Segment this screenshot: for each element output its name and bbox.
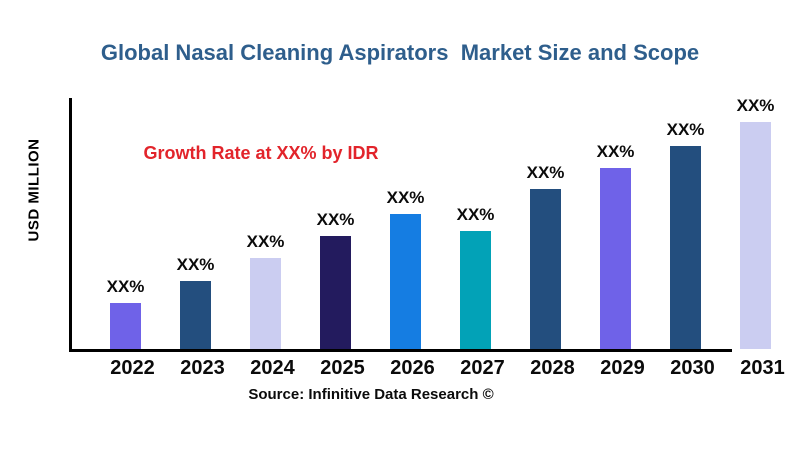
bar [390, 214, 421, 349]
x-tick-label: 2029 [600, 357, 645, 379]
x-tick-label: 2031 [740, 357, 785, 379]
bar [530, 189, 561, 349]
bar-value-label: XX% [666, 120, 705, 139]
bar-group: XX% 2031 [737, 96, 785, 379]
bar-group: XX% 2025 [317, 210, 365, 379]
bar [600, 168, 631, 349]
bar-value-label: XX% [386, 188, 425, 207]
x-tick-label: 2026 [390, 357, 435, 379]
bar-group: XX% 2030 [667, 120, 715, 379]
bar-group: XX% 2028 [527, 163, 575, 379]
y-axis-label: USD MILLION [25, 138, 43, 242]
bar-group: XX% 2024 [247, 232, 295, 379]
x-axis-line [69, 349, 732, 352]
bar [110, 303, 141, 349]
bar-group: XX% 2027 [457, 205, 505, 379]
x-tick-label: 2027 [460, 357, 505, 379]
x-tick-label: 2022 [110, 357, 155, 379]
bar-value-label: XX% [246, 232, 285, 251]
bar-value-label: XX% [526, 163, 565, 182]
bar [740, 122, 771, 349]
bar-group: XX% 2029 [597, 142, 645, 379]
bar-value-label: XX% [106, 277, 145, 296]
bar-value-label: XX% [456, 205, 495, 224]
x-tick-label: 2025 [320, 357, 365, 379]
bar-group: XX% 2026 [387, 188, 435, 379]
x-tick-label: 2028 [530, 357, 575, 379]
bar [670, 146, 701, 349]
x-tick-label: 2024 [250, 357, 295, 379]
source-caption: Source: Infinitive Data Research © [248, 386, 494, 403]
growth-rate-annotation: Growth Rate at XX% by IDR [143, 143, 379, 163]
y-axis-line [69, 98, 72, 352]
bar [460, 231, 491, 349]
bar [250, 258, 281, 349]
bar-group: XX% 2022 [107, 277, 155, 379]
bar-value-label: XX% [316, 210, 355, 229]
x-tick-label: 2023 [180, 357, 225, 379]
chart-title: Global Nasal Cleaning Aspirators Market … [100, 40, 700, 65]
bar-value-label: XX% [596, 142, 635, 161]
bar-group: XX% 2023 [177, 255, 225, 379]
bar [180, 281, 211, 349]
bar [320, 236, 351, 349]
x-tick-label: 2030 [670, 357, 715, 379]
bar-value-label: XX% [736, 96, 775, 115]
bar-value-label: XX% [176, 255, 215, 274]
